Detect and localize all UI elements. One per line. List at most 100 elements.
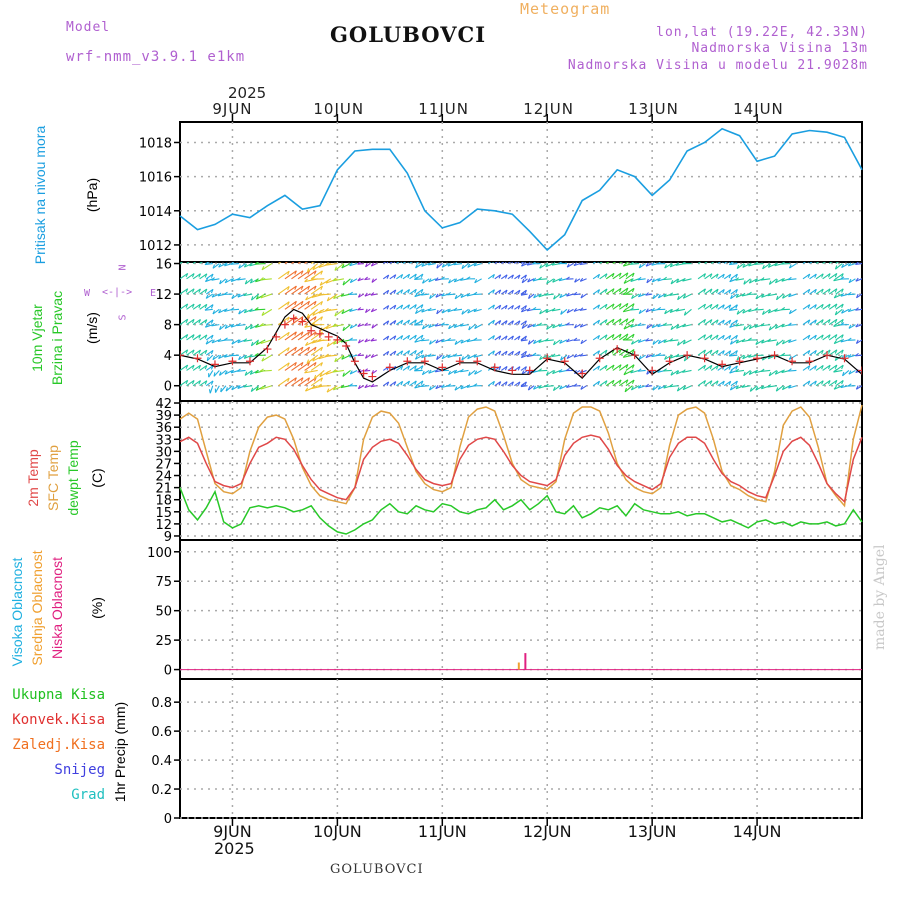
wind-barb-head xyxy=(807,304,811,309)
wind-barb xyxy=(180,262,184,264)
wind-barb xyxy=(205,319,214,326)
wind-barb-head xyxy=(311,276,315,280)
wind-barb xyxy=(402,304,410,310)
wind-barb-head xyxy=(703,349,706,354)
wind-barb xyxy=(389,381,397,387)
wind-barb-head xyxy=(703,288,706,293)
wind-barb xyxy=(802,262,807,264)
wind-barb xyxy=(453,354,463,357)
wind-barb-head xyxy=(364,354,368,359)
wind-barb-head xyxy=(407,380,411,386)
wind-barb-head xyxy=(729,340,733,345)
wind-barb-head xyxy=(294,301,297,306)
wind-barb xyxy=(284,361,297,371)
wind-barb xyxy=(789,308,797,315)
wind-barb xyxy=(669,293,679,296)
wind-barb-head xyxy=(729,323,733,328)
wind-barb-head xyxy=(400,274,404,279)
wind-barb xyxy=(658,293,666,299)
wind-barb-head xyxy=(781,323,785,328)
wind-barb-head xyxy=(841,334,844,339)
wind-barb xyxy=(389,262,393,264)
wind-barb-head xyxy=(657,294,661,299)
wind-barb-head xyxy=(767,309,772,314)
wind-barb-head xyxy=(847,308,852,312)
wind-barb-head xyxy=(364,338,368,343)
wind-barb xyxy=(514,262,518,264)
wind-barb xyxy=(199,365,208,371)
wind-barb-head xyxy=(573,383,578,387)
bottom-day-label: 13JUN xyxy=(627,822,677,841)
wind-barb-head xyxy=(498,366,502,371)
wind-barb-head xyxy=(370,292,375,296)
wind-barb-head xyxy=(774,279,779,284)
wind-barb-head xyxy=(210,289,214,294)
wind-barb-head xyxy=(210,350,214,355)
wind-barb-head xyxy=(312,357,316,362)
wind-barb-head xyxy=(312,311,316,316)
wind-barb-head xyxy=(821,273,824,278)
wind-barb-head xyxy=(526,307,531,312)
wind-barb xyxy=(638,293,646,298)
wind-barb xyxy=(809,349,817,356)
model-altitude-info: Nadmorska Visina u modelu 21.9028m xyxy=(567,58,868,73)
wind-barb xyxy=(284,262,289,264)
wind-barb-head xyxy=(855,262,859,265)
wind-barb-head xyxy=(814,334,817,340)
wind-barb-head xyxy=(460,277,464,281)
wind-barb-head xyxy=(604,319,608,324)
wind-barb-head xyxy=(834,310,838,316)
wind-barb-head xyxy=(304,278,308,283)
wind-barb xyxy=(605,318,615,326)
wind-barb-head xyxy=(225,387,228,392)
wind-barb-head xyxy=(466,292,471,297)
wind-barb-head xyxy=(333,295,337,299)
wind-barb xyxy=(664,308,673,315)
wind-barb xyxy=(313,370,325,380)
wind-barb xyxy=(304,262,308,264)
wind-barb xyxy=(539,263,548,269)
wind-barb xyxy=(789,354,797,360)
wind-barb-head xyxy=(625,379,629,384)
wind-barb xyxy=(730,380,738,387)
wind-barb-head xyxy=(760,277,765,281)
wind-barb-head xyxy=(735,322,740,327)
wind-barb xyxy=(669,385,679,388)
wind-barb xyxy=(840,385,850,389)
wind-barb-head xyxy=(743,371,746,376)
wind-barb-head xyxy=(453,369,458,374)
wind-barb xyxy=(428,354,436,357)
wind-barb xyxy=(428,369,436,374)
wind-barb-head xyxy=(841,288,844,293)
wind-barb-head xyxy=(682,277,686,282)
wind-barb-head xyxy=(781,369,785,373)
wind-barb-head xyxy=(324,353,329,357)
wind-barb-head xyxy=(429,340,432,345)
wind-barb xyxy=(284,300,297,310)
wind-barb xyxy=(580,278,587,282)
wind-barb xyxy=(402,380,410,387)
wind-barb xyxy=(297,377,310,387)
wind-barb-head xyxy=(420,304,424,309)
wind-barb-head xyxy=(332,386,337,391)
wind-barb-head xyxy=(243,384,248,388)
wind-barb xyxy=(409,304,417,310)
wind-barb xyxy=(415,319,424,326)
wind-barb-head xyxy=(646,278,649,284)
wind-barb xyxy=(349,324,358,329)
wind-barb-head xyxy=(332,277,337,282)
wind-barb xyxy=(840,339,850,343)
wind-barb xyxy=(396,365,403,371)
wind-barb xyxy=(501,304,508,310)
wind-barb xyxy=(558,324,568,327)
wind-barb xyxy=(349,354,358,358)
wind-barb xyxy=(815,349,824,356)
wind-barb xyxy=(230,308,240,311)
wind-barb xyxy=(625,379,635,387)
wind-barb xyxy=(809,319,817,326)
wind-barb-head xyxy=(781,340,785,345)
wind-barb-head xyxy=(847,262,852,267)
wind-barb xyxy=(580,385,587,390)
wind-barb xyxy=(255,262,266,265)
wind-barb xyxy=(560,354,568,361)
